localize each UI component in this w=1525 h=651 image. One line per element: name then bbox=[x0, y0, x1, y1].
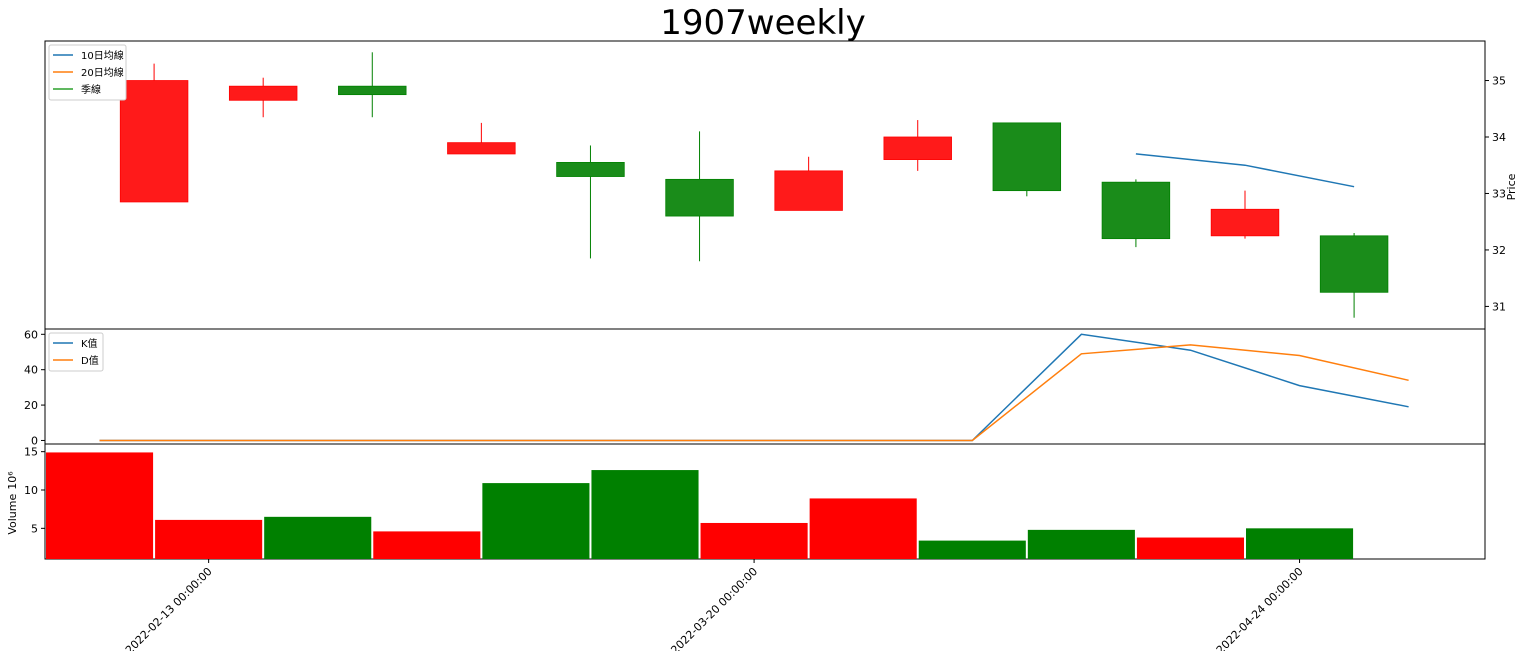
volume-bar bbox=[591, 470, 699, 559]
volume-panel: 5 10 15 Volume 10⁶ bbox=[6, 443, 1486, 560]
price-tick-label: 35 bbox=[1492, 75, 1506, 88]
volume-tick-label: 15 bbox=[24, 446, 38, 459]
price-legend-box bbox=[48, 44, 127, 101]
k-line bbox=[99, 333, 1409, 442]
kd-y-axis: 0 20 40 60 bbox=[24, 328, 45, 447]
volume-bar bbox=[46, 452, 154, 559]
volume-tick-label: 5 bbox=[31, 522, 38, 535]
kd-panel-frame bbox=[44, 328, 1486, 445]
price-tick-label: 31 bbox=[1492, 300, 1506, 313]
legend-k-label: K值 bbox=[81, 337, 98, 350]
price-legend: 10日均線 20日均線 季線 bbox=[48, 44, 127, 101]
candle-body bbox=[556, 162, 625, 177]
ma10-line bbox=[1135, 153, 1355, 188]
kd-legend: K值 D值 bbox=[48, 332, 104, 372]
volume-y-axis: 5 10 15 bbox=[24, 446, 45, 535]
volume-bar bbox=[1027, 529, 1135, 559]
candle-body bbox=[665, 178, 734, 217]
volume-bar bbox=[373, 531, 481, 559]
candle-body bbox=[1101, 181, 1171, 240]
price-panel: 31 32 33 34 35 Price 10日均線 20日均線 季線 bbox=[44, 40, 1518, 330]
date-x-axis: 2022-02-13 00:00:00 2022-03-20 00:00:00 20… bbox=[123, 559, 1306, 651]
volume-bars bbox=[46, 452, 1354, 559]
d-line bbox=[99, 344, 1409, 442]
volume-unit-text: 10⁶ bbox=[6, 471, 19, 490]
candle-body bbox=[774, 170, 843, 211]
price-panel-frame bbox=[44, 40, 1486, 330]
kd-tick-label: 20 bbox=[24, 399, 38, 412]
price-y-axis-label: Price bbox=[1505, 173, 1518, 200]
volume-bar bbox=[264, 516, 372, 559]
legend-season-label: 季線 bbox=[81, 83, 101, 96]
volume-bar bbox=[155, 519, 263, 559]
kd-lines bbox=[99, 333, 1409, 442]
date-tick-label: 2022-02-13 00:00:00 bbox=[123, 565, 215, 651]
date-tick-label: 2022-03-20 00:00:00 bbox=[668, 565, 760, 651]
kd-tick-label: 0 bbox=[31, 434, 38, 447]
volume-bar bbox=[918, 540, 1026, 559]
candle-body bbox=[992, 122, 1062, 192]
volume-bar bbox=[482, 483, 590, 559]
kd-panel: 0 20 40 60 K值 D值 bbox=[24, 328, 1486, 447]
kd-tick-label: 60 bbox=[24, 328, 38, 341]
legend-ma10-label: 10日均線 bbox=[81, 49, 124, 62]
legend-d-label: D值 bbox=[81, 354, 99, 367]
volume-label-text: Volume bbox=[6, 494, 19, 535]
candle-body bbox=[119, 80, 189, 203]
volume-bar bbox=[809, 498, 917, 559]
legend-ma20-label: 20日均線 bbox=[81, 66, 124, 79]
candle-body bbox=[1210, 208, 1280, 237]
price-tick-label: 32 bbox=[1492, 244, 1506, 257]
price-tick-label: 34 bbox=[1492, 131, 1506, 144]
candle-body bbox=[1319, 235, 1389, 293]
kd-tick-label: 40 bbox=[24, 364, 38, 377]
volume-bar bbox=[700, 522, 808, 559]
candle-body bbox=[228, 85, 298, 101]
date-tick-label: 2022-04-24 00:00:00 bbox=[1214, 565, 1306, 651]
volume-bar bbox=[1136, 537, 1244, 559]
candle-body bbox=[338, 85, 407, 96]
price-y-axis: 31 32 33 34 35 bbox=[1485, 75, 1506, 313]
candle-body bbox=[447, 142, 516, 155]
price-candles bbox=[119, 52, 1389, 318]
volume-y-axis-label: Volume 10⁶ bbox=[6, 471, 19, 535]
price-lines bbox=[1135, 153, 1355, 188]
chart-title: 1907weekly bbox=[660, 3, 865, 43]
price-tick-label: 33 bbox=[1492, 187, 1506, 200]
candle-body bbox=[883, 136, 952, 160]
volume-tick-label: 10 bbox=[24, 484, 38, 497]
volume-bar bbox=[1246, 528, 1354, 559]
